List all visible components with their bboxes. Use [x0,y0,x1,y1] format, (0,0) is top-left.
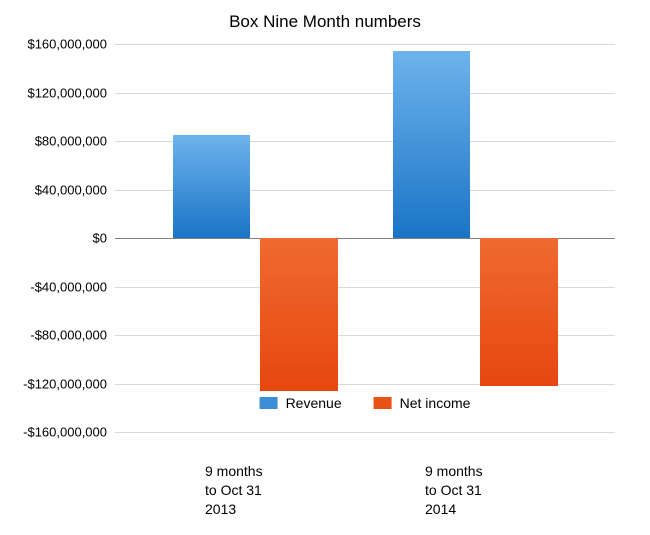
bar [260,238,338,391]
bar [173,135,251,238]
y-tick-label: -$120,000,000 [23,376,115,391]
gridline [115,93,615,94]
y-tick-label: $160,000,000 [27,37,115,52]
bar [393,51,471,238]
gridline [115,432,615,433]
chart-container: Box Nine Month numbers $160,000,000$120,… [0,0,650,535]
y-tick-label: $40,000,000 [35,182,115,197]
legend-swatch [374,397,392,409]
legend-item: Revenue [260,395,342,411]
plot-area: $160,000,000$120,000,000$80,000,000$40,0… [115,44,615,432]
y-tick-label: -$160,000,000 [23,425,115,440]
y-tick-label: -$80,000,000 [30,328,115,343]
y-tick-label: $120,000,000 [27,85,115,100]
x-group-label: 9 monthsto Oct 312014 [425,462,483,519]
legend-label: Revenue [286,395,342,411]
legend-item: Net income [374,395,471,411]
chart-title: Box Nine Month numbers [0,12,650,32]
x-group-label: 9 monthsto Oct 312013 [205,462,263,519]
legend-swatch [260,397,278,409]
y-tick-label: -$40,000,000 [30,279,115,294]
gridline [115,44,615,45]
y-tick-label: $0 [93,231,115,246]
bar [480,238,558,386]
legend: Revenue Net income [260,395,471,411]
legend-label: Net income [400,395,471,411]
y-tick-label: $80,000,000 [35,134,115,149]
